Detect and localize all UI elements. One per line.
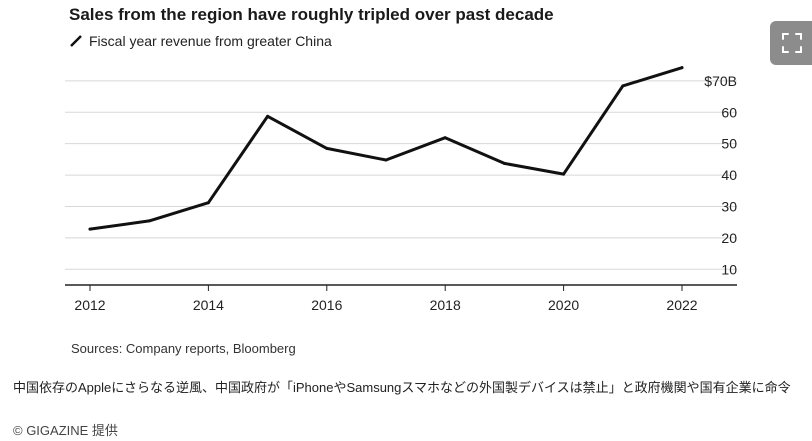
x-tick-label: 2018 <box>430 297 461 313</box>
series-line <box>88 66 684 231</box>
expand-button[interactable] <box>770 21 812 65</box>
x-tick-label: 2022 <box>666 297 697 313</box>
y-tick-label: 40 <box>721 167 737 183</box>
image-credit: © GIGAZINE 提供 <box>13 423 118 438</box>
expand-icon <box>782 33 802 53</box>
y-tick-label: 60 <box>721 104 737 120</box>
article-caption: 中国依存のAppleにさらなる逆風、中国政府が「iPhoneやSamsungスマ… <box>13 380 791 395</box>
data-point <box>88 227 92 231</box>
data-point <box>325 146 329 150</box>
source-note: Sources: Company reports, Bloomberg <box>71 341 296 356</box>
legend: Fiscal year revenue from greater China <box>69 33 332 49</box>
chart-title: Sales from the region have roughly tripl… <box>69 5 554 24</box>
legend-line-icon <box>69 34 83 48</box>
data-point <box>443 136 447 140</box>
x-tick-label: 2014 <box>193 297 224 313</box>
chart-card: Sales from the region have roughly tripl… <box>57 0 762 366</box>
legend-label: Fiscal year revenue from greater China <box>89 33 332 49</box>
y-tick-label: 10 <box>721 261 737 277</box>
data-point <box>206 201 210 205</box>
x-tick-label: 2020 <box>548 297 579 313</box>
data-point <box>502 161 506 165</box>
y-tick-label: $70B <box>704 73 737 89</box>
data-point <box>562 172 566 176</box>
data-point <box>621 84 625 88</box>
y-tick-label: 50 <box>721 136 737 152</box>
y-tick-label: 20 <box>721 230 737 246</box>
line-chart: 10 20 30 40 50 60 $70B 2012 2014 2016 2018 2020 2022 <box>65 66 737 313</box>
y-tick-label: 30 <box>721 198 737 214</box>
data-point <box>680 66 684 70</box>
data-point <box>147 219 151 223</box>
x-tick-label: 2012 <box>74 297 105 313</box>
data-point <box>266 114 270 118</box>
data-point <box>384 158 388 162</box>
x-tick-label: 2016 <box>311 297 342 313</box>
